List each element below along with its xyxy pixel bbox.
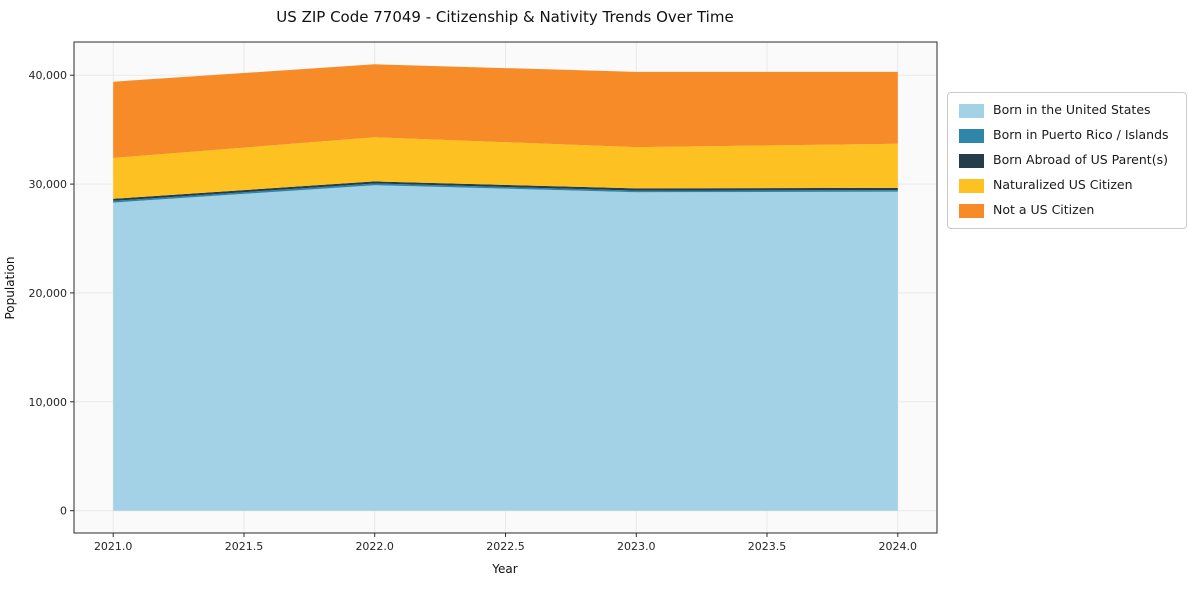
legend-item-born-abroad: Born Abroad of US Parent(s) xyxy=(959,153,1175,168)
area-not-citizen xyxy=(113,64,898,158)
y-tick-label: 0 xyxy=(60,505,67,518)
y-tick-label: 30,000 xyxy=(29,178,68,191)
legend-swatch-born-abroad xyxy=(959,153,984,168)
legend-label: Born in the United States xyxy=(993,102,1151,118)
chart-title: US ZIP Code 77049 - Citizenship & Nativi… xyxy=(276,8,733,26)
legend-label: Born Abroad of US Parent(s) xyxy=(993,152,1168,168)
legend-swatch-born-pr xyxy=(959,128,984,143)
chart-layer: 0 10,000 20,000 30,000 40,000 2021.0 2021.5 202… xyxy=(29,41,938,553)
x-axis-label: Year xyxy=(491,562,517,576)
legend-swatch-not-citizen xyxy=(959,203,984,218)
x-tick-label: 2021.5 xyxy=(225,540,264,553)
y-axis-label: Population xyxy=(3,256,17,319)
legend: Born in the United States Born in Puerto … xyxy=(947,92,1187,229)
y-tick-label: 10,000 xyxy=(29,396,68,409)
x-tick-label: 2023.5 xyxy=(748,540,787,553)
y-tick-label: 20,000 xyxy=(29,287,68,300)
legend-item-not-citizen: Not a US Citizen xyxy=(959,203,1175,218)
legend-swatch-naturalized xyxy=(959,178,984,193)
x-tick-label: 2023.0 xyxy=(617,540,656,553)
legend-item-born-us: Born in the United States xyxy=(959,103,1175,118)
legend-item-born-pr: Born in Puerto Rico / Islands xyxy=(959,128,1175,143)
area-born-us xyxy=(113,185,898,511)
area-born-abroad xyxy=(113,181,898,201)
area-born-pr xyxy=(113,183,898,203)
legend-label: Naturalized US Citizen xyxy=(993,177,1133,193)
legend-label: Not a US Citizen xyxy=(993,202,1095,218)
y-tick-label: 40,000 xyxy=(29,69,68,82)
x-tick-label: 2024.0 xyxy=(879,540,918,553)
x-tick-label: 2022.5 xyxy=(486,540,525,553)
legend-item-naturalized: Naturalized US Citizen xyxy=(959,178,1175,193)
x-tick-label: 2022.0 xyxy=(355,540,394,553)
area-naturalized xyxy=(113,137,898,199)
legend-swatch-born-us xyxy=(959,103,984,118)
legend-label: Born in Puerto Rico / Islands xyxy=(993,127,1169,143)
x-tick-label: 2021.0 xyxy=(94,540,133,553)
